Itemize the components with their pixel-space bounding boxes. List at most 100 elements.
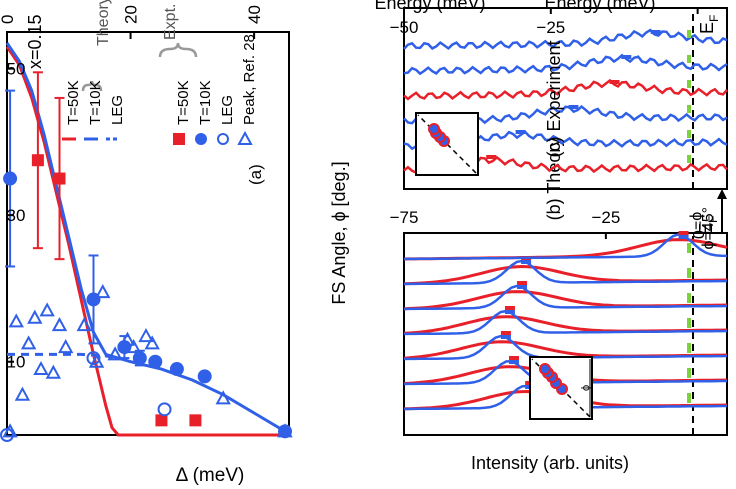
data-point-triangle xyxy=(39,302,55,317)
data-point-triangle xyxy=(88,353,105,368)
theory-curve-blue xyxy=(403,259,728,286)
expt-curve xyxy=(403,53,728,76)
data-point-circle xyxy=(3,171,18,186)
legend-label: T=10K xyxy=(87,80,104,125)
y-tick-label: 10 xyxy=(7,353,26,372)
panel-b-inset-diagonal xyxy=(531,358,591,418)
legend-label: LEG xyxy=(219,95,236,125)
legend-swatch-open-circle xyxy=(217,133,229,145)
legend-theory-heading: Theory xyxy=(95,0,112,46)
data-point-open-circle xyxy=(86,351,101,366)
panel-a-ylabel: Δ (meV) xyxy=(176,465,245,486)
data-point-triangle xyxy=(8,313,24,328)
expt-curve xyxy=(403,28,728,51)
y-tick-label: 50 xyxy=(7,60,26,79)
inset-dot xyxy=(539,363,551,375)
legend-label: Peak, Ref. 28 xyxy=(241,34,258,125)
theory-curve-blue xyxy=(403,233,728,261)
data-point-circle xyxy=(197,369,212,384)
data-point-circle xyxy=(132,351,147,366)
expt-curve xyxy=(403,78,728,101)
panel-b-tick-label: −25 xyxy=(591,208,620,227)
legend-label: T=50K xyxy=(175,80,192,125)
expt-brace xyxy=(158,42,198,58)
legend-label: T=50K xyxy=(65,80,82,125)
inset-dot xyxy=(428,123,440,135)
panel-a-annotation: x=0.15 xyxy=(25,14,45,69)
legend-label: LEG xyxy=(109,95,126,125)
data-point-triangle xyxy=(58,338,74,354)
legend-expt-heading: Expt. xyxy=(162,4,179,40)
data-point-square xyxy=(31,154,44,167)
phi-arrow: ϕ=45° ϕ=0 xyxy=(689,189,727,250)
data-point-triangle xyxy=(45,364,62,379)
x-tick-label: 20 xyxy=(122,5,141,24)
data-point-square xyxy=(53,172,66,185)
panel-c-tick-label: −50 xyxy=(390,18,419,37)
panel-c-inset xyxy=(415,112,479,176)
panel-c-frame xyxy=(403,7,728,190)
legend-label: T=10K xyxy=(197,80,214,125)
data-point-triangle xyxy=(138,327,154,343)
data-point-square xyxy=(155,414,168,427)
data-point-circle xyxy=(148,354,163,369)
panel-a-label: (a) xyxy=(246,164,265,185)
data-point-triangle xyxy=(51,317,68,332)
panel-b-xlabel: Energy (meV) xyxy=(374,0,485,13)
data-point-triangle xyxy=(277,423,293,438)
legend-swatch-square xyxy=(173,133,185,145)
theory-curve-blue xyxy=(403,284,728,311)
panel-b: ϕ Intensity (arb. units) (b) Theory −75 −… xyxy=(374,0,728,473)
panel-b-ef-label: EF xyxy=(696,216,720,235)
theory-curve-blue xyxy=(403,334,728,361)
panel-c-ef-sub: F xyxy=(707,15,721,22)
data-point-triangle xyxy=(107,346,123,361)
theory-brace xyxy=(81,80,103,92)
data-point-triangle xyxy=(144,335,160,350)
panel-b-title: (b) Theory xyxy=(544,138,564,221)
data-point-triangle xyxy=(33,360,49,376)
panel-c-xlabel: Energy (meV) xyxy=(544,0,655,13)
data-point-circle xyxy=(169,362,184,377)
series-line-0 xyxy=(5,45,285,437)
x-tick-label: 0 xyxy=(0,15,17,24)
theory-curve-blue xyxy=(403,309,728,336)
data-point-triangle xyxy=(76,317,92,332)
panel-b-ylabel: Intensity (arb. units) xyxy=(471,453,629,473)
legend-swatch-triangle xyxy=(237,130,253,145)
panel-b-ef-letter: E xyxy=(696,223,716,235)
data-point-triangle xyxy=(119,331,136,346)
data-point-open-circle xyxy=(157,402,172,417)
data-point-triangle xyxy=(2,423,18,438)
panel-c-title: (c) Experiment xyxy=(544,40,564,157)
legend-swatch-circle xyxy=(195,133,207,145)
data-point-triangle xyxy=(125,338,142,354)
data-point-triangle xyxy=(215,390,231,405)
x-tick-label: 40 xyxy=(245,5,264,24)
phi-arrow-head xyxy=(717,189,727,199)
panel-b-inset-phi: ϕ xyxy=(580,385,592,391)
series-line-2 xyxy=(7,352,119,360)
panel-a-xlabel: FS Angle, ϕ [deg.] xyxy=(329,161,349,304)
panel-c-tick-label: −25 xyxy=(536,18,565,37)
data-point-square xyxy=(189,414,202,427)
theory-curve-red xyxy=(403,238,728,261)
data-point-triangle xyxy=(95,284,111,299)
phi-arrow-top-label: ϕ=45° xyxy=(700,207,717,250)
data-point-triangle xyxy=(27,309,43,324)
data-point-triangle xyxy=(20,335,37,350)
data-point-triangle xyxy=(14,386,31,401)
phi-arrow-bottom-label: ϕ=0 xyxy=(689,212,706,239)
panel-c-inset-diagonal xyxy=(417,114,477,174)
panel-c-ef-letter: E xyxy=(697,22,717,34)
y-tick-label: 30 xyxy=(7,206,26,225)
data-point-circle xyxy=(278,424,292,439)
panel-b-tick-label: −75 xyxy=(390,208,419,227)
panel-b-ef-sub: F xyxy=(706,216,720,223)
panel-c: (c) Experiment −50 −25 Energy (meV) EF xyxy=(390,0,728,190)
panel-c-ef-label: EF xyxy=(697,15,721,34)
